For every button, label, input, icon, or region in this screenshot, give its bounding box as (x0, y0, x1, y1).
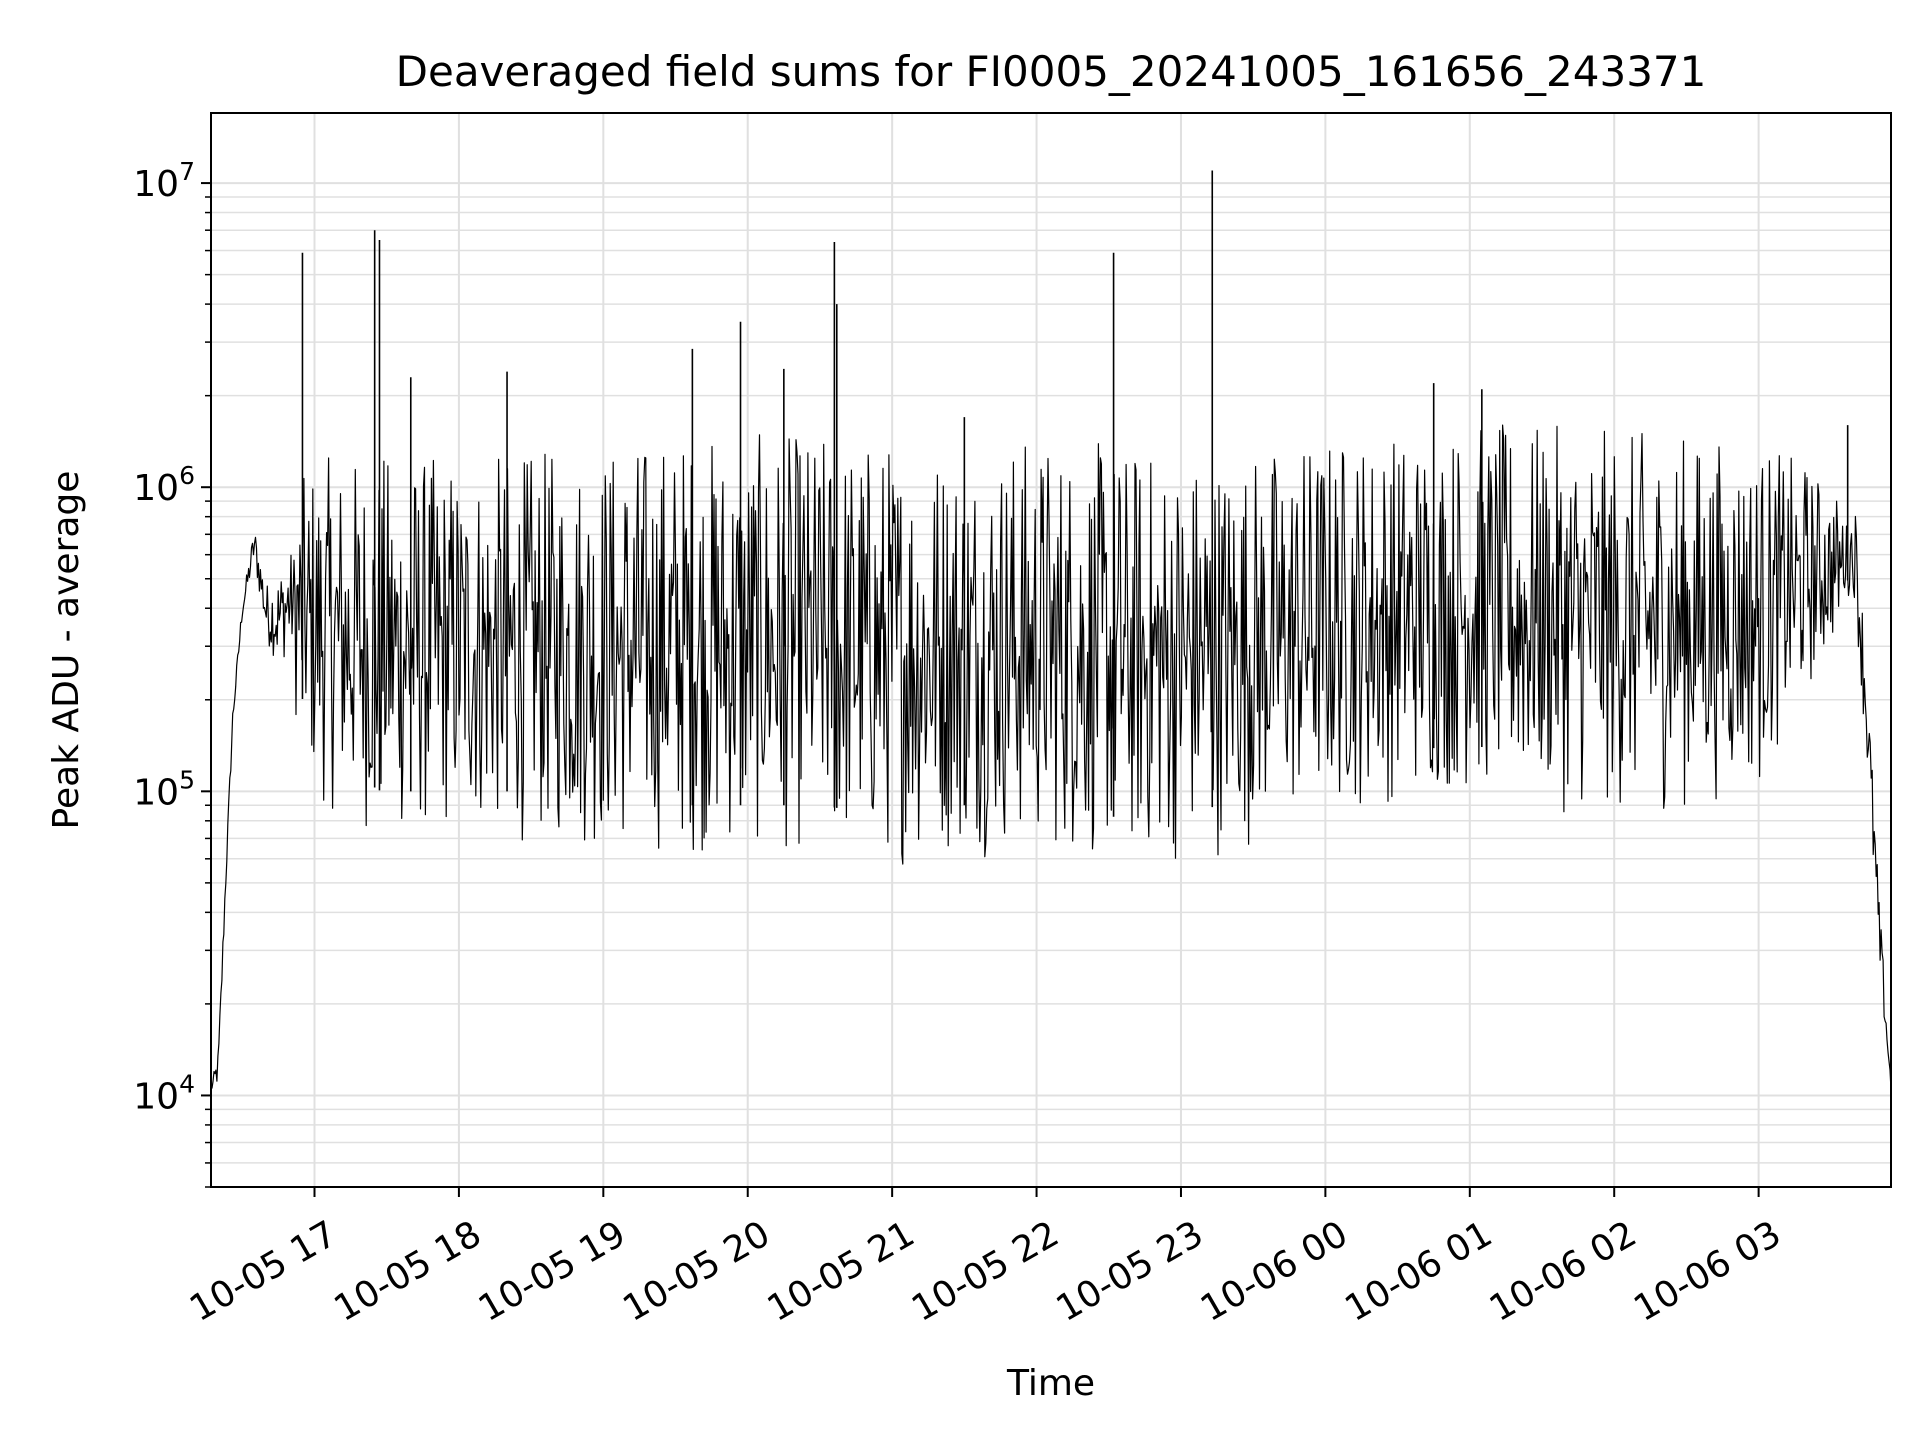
y-tick-exponent: 4 (179, 1069, 195, 1098)
y-tick-label: 105 (133, 765, 195, 813)
y-tick-base: 10 (133, 164, 179, 205)
y-tick-exponent: 6 (179, 461, 195, 490)
y-tick-exponent: 5 (179, 765, 195, 794)
y-tick-label: 104 (133, 1069, 195, 1117)
x-axis-label: Time (1006, 1363, 1095, 1404)
plot-frame (210, 112, 1892, 1188)
series-layer (211, 170, 1892, 1091)
y-tick-base: 10 (133, 468, 179, 509)
chart-title: Deaveraged field sums for FI0005_2024100… (396, 47, 1707, 96)
y-tick-label: 107 (133, 157, 195, 205)
y-tick-label: 106 (133, 461, 195, 509)
y-tick-base: 10 (133, 772, 179, 813)
y-axis-label: Peak ADU - average (46, 471, 87, 830)
data-series-line (211, 424, 1892, 1091)
y-tick-exponent: 7 (179, 157, 195, 186)
y-tick-base: 10 (133, 1076, 179, 1117)
